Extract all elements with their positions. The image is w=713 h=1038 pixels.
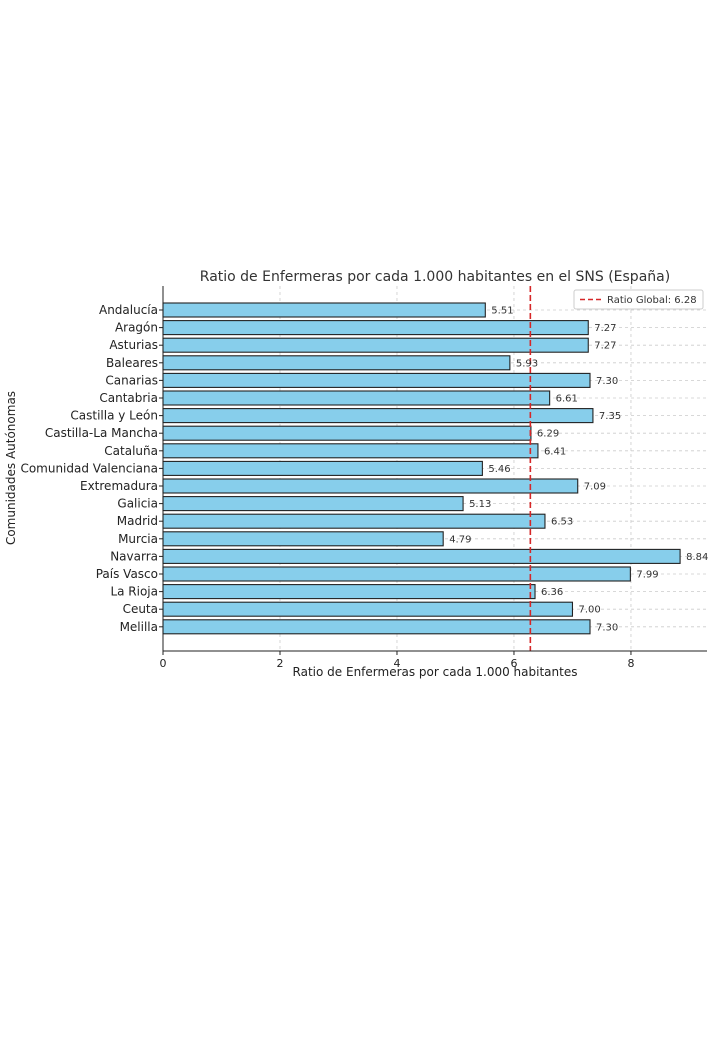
- data-label: 7.30: [596, 376, 618, 387]
- bar: [162, 478, 579, 494]
- bar: [162, 601, 574, 617]
- data-label: 5.13: [469, 499, 491, 510]
- bar: [162, 584, 536, 600]
- category-label: Andalucía: [99, 303, 158, 317]
- category-label: Castilla y León: [70, 409, 158, 423]
- category-label: País Vasco: [96, 567, 158, 581]
- data-label: 8.84: [686, 552, 708, 563]
- bar: [162, 355, 511, 371]
- category-label: Castilla-La Mancha: [45, 426, 158, 440]
- category-label: Galicia: [117, 497, 158, 511]
- bar: [162, 372, 591, 388]
- data-label: 5.51: [491, 306, 513, 317]
- bar: [162, 548, 681, 564]
- bar: [162, 460, 483, 476]
- category-label: Extremadura: [80, 479, 158, 493]
- x-tick-label: 4: [393, 657, 400, 670]
- category-label: La Rioja: [110, 585, 158, 599]
- data-label: 6.53: [551, 517, 573, 528]
- bar: [162, 408, 594, 424]
- bar: [162, 531, 444, 547]
- x-tick-label: 2: [276, 657, 283, 670]
- x-axis-title: Ratio de Enfermeras por cada 1.000 habit…: [293, 665, 578, 679]
- category-label: Canarias: [105, 373, 158, 387]
- legend: Ratio Global: 6.28: [573, 289, 704, 310]
- data-label: 5.93: [516, 358, 538, 369]
- category-label: Melilla: [120, 620, 158, 634]
- bar: [162, 619, 591, 635]
- category-label: Navarra: [110, 549, 158, 563]
- data-label: 4.79: [449, 534, 471, 545]
- bars: [162, 302, 681, 635]
- category-label: Asturias: [109, 338, 158, 352]
- bar: [162, 443, 539, 459]
- category-label: Madrid: [117, 514, 158, 528]
- category-label: Cantabria: [99, 391, 158, 405]
- data-label: 6.41: [544, 446, 566, 457]
- data-label: 6.36: [541, 587, 563, 598]
- data-label: 7.99: [636, 570, 658, 581]
- category-label: Cataluña: [104, 444, 158, 458]
- data-label: 7.35: [599, 411, 621, 422]
- category-label: Comunidad Valenciana: [20, 461, 158, 475]
- category-label: Baleares: [106, 356, 158, 370]
- bar: [162, 390, 551, 406]
- data-label: 5.46: [488, 464, 510, 475]
- bar: [162, 320, 589, 336]
- x-tick-label: 6: [510, 657, 517, 670]
- chart-title: Ratio de Enfermeras por cada 1.000 habit…: [200, 269, 670, 285]
- category-label: Aragón: [115, 321, 158, 335]
- category-labels: Andalucía Aragón Asturias Baleares Canarias C…: [20, 303, 163, 634]
- x-tick-label: 0: [160, 657, 167, 670]
- bar: [162, 337, 589, 353]
- legend-box: [573, 289, 704, 310]
- data-label: 6.29: [537, 429, 559, 440]
- legend-label: Ratio Global: 6.28: [607, 295, 697, 306]
- data-label: 7.27: [594, 341, 616, 352]
- data-label: 7.00: [578, 605, 600, 616]
- data-label: 7.27: [594, 323, 616, 334]
- y-axis-title: Comunidades Autónomas: [4, 391, 18, 545]
- category-label: Murcia: [118, 532, 158, 546]
- bar: [162, 496, 464, 512]
- data-label: 6.61: [556, 394, 578, 405]
- x-ticks: 0 2 4 6 8: [160, 651, 634, 670]
- bar: [162, 302, 486, 318]
- x-tick-label: 8: [627, 657, 634, 670]
- bar: [162, 425, 532, 441]
- category-label: Ceuta: [123, 602, 158, 616]
- value-labels: 5.51 7.27 7.27 5.93 7.30 6.61 7.35 6.29 6.41 5.46…: [449, 306, 708, 634]
- bar: [162, 566, 631, 582]
- bar: [162, 513, 546, 529]
- data-label: 7.09: [584, 482, 606, 493]
- data-label: 7.30: [596, 622, 618, 633]
